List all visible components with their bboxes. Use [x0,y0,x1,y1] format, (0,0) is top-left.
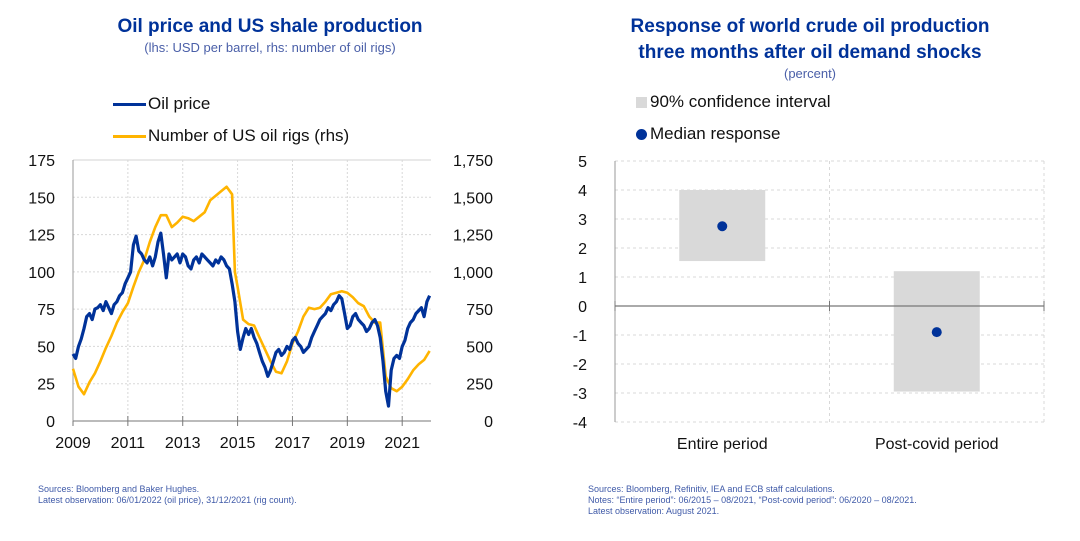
y-tick-label-left: 50 [37,339,55,356]
x-tick-label: 2011 [111,435,146,452]
y-tick-label: -4 [573,415,587,432]
y-tick-label-right: 1,500 [453,190,493,207]
y-tick-label: 2 [578,241,587,258]
x-tick-label: 2017 [275,435,311,452]
right-chart-title-line2: three months after oil demand shocks [638,42,982,63]
left-footnote-sources: Sources: Bloomberg and Baker Hughes. [38,484,200,494]
x-tick-label: 2021 [384,435,420,452]
x-tick-label: 2019 [330,435,366,452]
y-tick-label-right: 1,750 [453,153,493,170]
legend-rigs: Number of US oil rigs (rhs) [113,126,349,146]
y-tick-label: -2 [573,357,587,374]
x-category-label: Post-covid period [875,436,999,453]
legend-label: Oil price [148,94,211,113]
legend-label: Number of US oil rigs (rhs) [148,126,350,145]
series-line-oil-price [71,231,432,408]
median-response-point [931,327,942,338]
oil-price-chart-panel: Oil price and US shale production (lhs: … [28,16,493,506]
y-tick-label-left: 75 [37,302,55,319]
y-tick-label-right: 1,250 [453,228,493,245]
left-footnote-latest: Latest observation: 06/01/2022 (oil pric… [38,495,297,505]
left-chart-title: Oil price and US shale production [117,16,423,37]
y-tick-label-left: 25 [37,377,55,394]
y-tick-label-right: 0 [484,414,493,431]
y-tick-label: -3 [573,386,587,403]
right-footnotes: Sources: Bloomberg, Refinitiv, IEA and E… [588,484,917,517]
y-tick-label-right: 1,000 [453,265,493,282]
y-tick-label: 5 [578,154,587,171]
y-tick-label-left: 0 [46,414,55,431]
legend-dot-icon [636,128,647,140]
legend-median-response: Median response [636,124,780,144]
legend-line-icon-rigs [113,134,146,138]
y-tick-label: -1 [573,328,587,345]
right-chart-title-line1: Response of world crude oil production [630,16,990,37]
right-chart-subtitle: (percent) [783,66,837,81]
y-tick-label: 3 [578,212,587,229]
x-tick-label: 2015 [220,435,256,452]
left-chart-subtitle: (lhs: USD per barrel, rhs: number of oil… [144,40,396,55]
y-tick-label: 0 [578,299,587,316]
legend-label: 90% confidence interval [650,92,831,111]
x-tick-label: 2009 [55,435,91,452]
median-response-point [717,221,728,232]
legend-line-icon-oil-price [113,102,146,106]
median-response-chart: -4 -3 -2 -1 0 1 2 3 4 5 Entire period Post-covid pe… [573,154,1045,453]
y-tick-label-left: 175 [28,153,55,170]
x-category-label: Entire period [677,436,768,453]
y-tick-label: 4 [578,183,587,200]
legend-confidence-interval: 90% confidence interval [636,92,831,112]
x-tick-label: 2013 [165,435,201,452]
y-tick-label: 1 [578,270,587,287]
oil-price-line-chart: 0 25 50 75 100 125 150 175 0 250 500 750 1,000 1,250 1… [28,153,493,452]
right-footnote-sources: Sources: Bloomberg, Refinitiv, IEA and E… [588,484,835,494]
y-tick-label-right: 500 [466,339,493,356]
y-tick-label-left: 150 [28,190,55,207]
right-footnote-notes: Notes: “Entire period”: 06/2015 – 08/202… [588,495,917,505]
left-footnotes: Sources: Bloomberg and Baker Hughes. Lat… [38,484,297,506]
legend-label: Median response [650,124,781,143]
legend-square-icon [636,96,647,108]
y-tick-label-right: 250 [466,377,493,394]
legend-oil-price: Oil price [113,94,210,114]
oil-production-response-panel: Response of world crude oil production t… [540,0,1080,541]
y-tick-label-left: 125 [28,228,55,245]
series-line-oil-rigs [71,185,431,396]
y-tick-label-right: 750 [466,302,493,319]
right-footnote-latest: Latest observation: August 2021. [588,506,720,516]
y-tick-label-left: 100 [28,265,55,282]
